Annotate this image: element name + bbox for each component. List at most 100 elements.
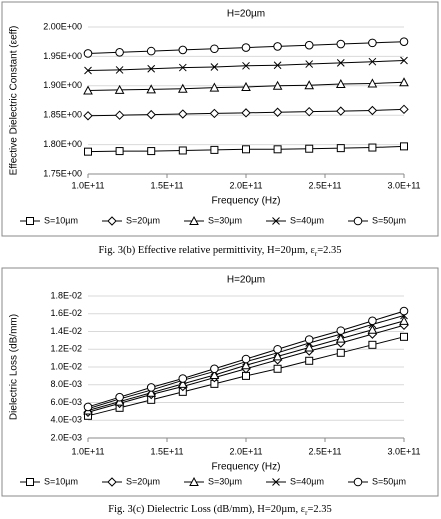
legend-label: S=20µm xyxy=(126,476,160,486)
marker xyxy=(368,340,377,349)
x-axis-label: Frequency (Hz) xyxy=(212,462,281,473)
y-tick-label: 1.0E-02 xyxy=(50,361,82,371)
marker xyxy=(336,144,345,153)
marker xyxy=(273,145,282,154)
marker xyxy=(305,60,314,68)
marker xyxy=(368,38,377,48)
marker xyxy=(147,147,156,156)
chart-title: H=20µm xyxy=(227,275,265,286)
marker xyxy=(367,78,378,88)
marker xyxy=(115,147,124,156)
legend-label: S=40µm xyxy=(290,215,324,225)
marker xyxy=(241,43,251,52)
x-tick-label: 2.5E+11 xyxy=(308,446,341,456)
marker xyxy=(273,364,282,373)
marker xyxy=(83,85,93,95)
y-tick-label: 1.80E+00 xyxy=(43,139,82,149)
marker xyxy=(367,105,378,116)
marker xyxy=(305,144,314,153)
marker xyxy=(84,66,92,75)
marker xyxy=(304,342,315,352)
marker xyxy=(177,378,188,388)
marker xyxy=(189,476,199,486)
marker xyxy=(178,45,188,55)
marker xyxy=(147,64,156,73)
caption-text: =2.35 xyxy=(317,245,341,256)
marker xyxy=(242,61,250,70)
legend-label: S=40µm xyxy=(290,476,324,486)
y-axis-label: Dielectric Loss (dB/mm) xyxy=(9,314,20,420)
marker xyxy=(399,37,409,47)
x-tick-label: 2.0E+11 xyxy=(229,446,262,456)
marker xyxy=(368,316,377,326)
marker xyxy=(107,216,117,226)
x-tick-label: 2.0E+11 xyxy=(229,180,262,190)
x-tick-label: 2.5E+11 xyxy=(308,180,341,190)
x-axis-label: Frequency (Hz) xyxy=(212,196,281,207)
x-tick-label: 1.5E+11 xyxy=(150,446,183,456)
y-tick-label: 1.95E+00 xyxy=(43,51,82,61)
marker xyxy=(210,63,219,71)
chart-frame xyxy=(1,1,439,237)
x-tick-label: 1.0E+11 xyxy=(71,180,104,190)
marker xyxy=(83,402,93,412)
marker xyxy=(272,80,283,90)
marker xyxy=(304,80,315,90)
y-tick-label: 1.4E-02 xyxy=(50,326,82,336)
marker xyxy=(241,108,251,118)
chart-title: H=20µm xyxy=(227,9,265,20)
marker xyxy=(273,42,282,51)
caption: Fig. 3(c) Dielectric Loss (dB/mm), H=20µ… xyxy=(108,504,332,516)
y-tick-label: 1.75E+00 xyxy=(43,168,82,178)
marker xyxy=(84,147,92,156)
x-tick-label: 1.0E+11 xyxy=(71,446,104,456)
caption-sub: r xyxy=(305,509,308,517)
legend-label: S=50µm xyxy=(372,215,406,225)
marker xyxy=(336,106,346,116)
caption-sub: r xyxy=(315,250,318,258)
marker xyxy=(189,215,199,225)
marker xyxy=(353,477,363,487)
marker xyxy=(178,63,187,72)
marker xyxy=(178,109,188,119)
marker xyxy=(272,351,283,361)
marker xyxy=(335,78,346,89)
x-tick-label: 1.5E+11 xyxy=(150,180,183,190)
marker xyxy=(273,61,282,70)
marker xyxy=(368,57,377,66)
caption-text: Fig. 3(c) Dielectric Loss (dB/mm), H=20µ… xyxy=(108,504,305,515)
caption-text: Fig. 3(b) Effective relative permittivit… xyxy=(98,245,315,256)
y-tick-label: 2.0E-03 xyxy=(50,432,82,442)
marker xyxy=(305,356,314,365)
marker xyxy=(83,49,93,58)
marker xyxy=(242,145,250,154)
marker xyxy=(115,66,124,74)
y-tick-label: 8.0E-03 xyxy=(50,379,82,389)
marker xyxy=(304,335,314,344)
legend-label: S=50µm xyxy=(372,476,406,486)
marker xyxy=(83,111,93,121)
marker xyxy=(399,77,409,87)
marker xyxy=(336,59,345,67)
marker xyxy=(367,324,378,334)
marker xyxy=(107,477,117,487)
marker xyxy=(115,392,124,402)
marker xyxy=(304,40,314,50)
y-tick-label: 2.00E+00 xyxy=(43,21,82,31)
marker xyxy=(272,478,280,486)
marker xyxy=(353,216,363,226)
marker xyxy=(209,82,220,92)
marker xyxy=(178,146,187,155)
marker xyxy=(241,81,251,91)
y-tick-label: 1.6E-02 xyxy=(50,308,82,318)
marker xyxy=(335,333,346,343)
y-axis-label: Effective Dielectric Constant (εeff) xyxy=(9,26,20,176)
legend-label: S=30µm xyxy=(208,215,242,225)
marker xyxy=(368,143,377,152)
marker xyxy=(210,364,219,374)
marker xyxy=(209,108,220,119)
marker xyxy=(241,360,251,370)
marker xyxy=(210,44,219,54)
y-tick-label: 1.8E-02 xyxy=(50,290,82,300)
